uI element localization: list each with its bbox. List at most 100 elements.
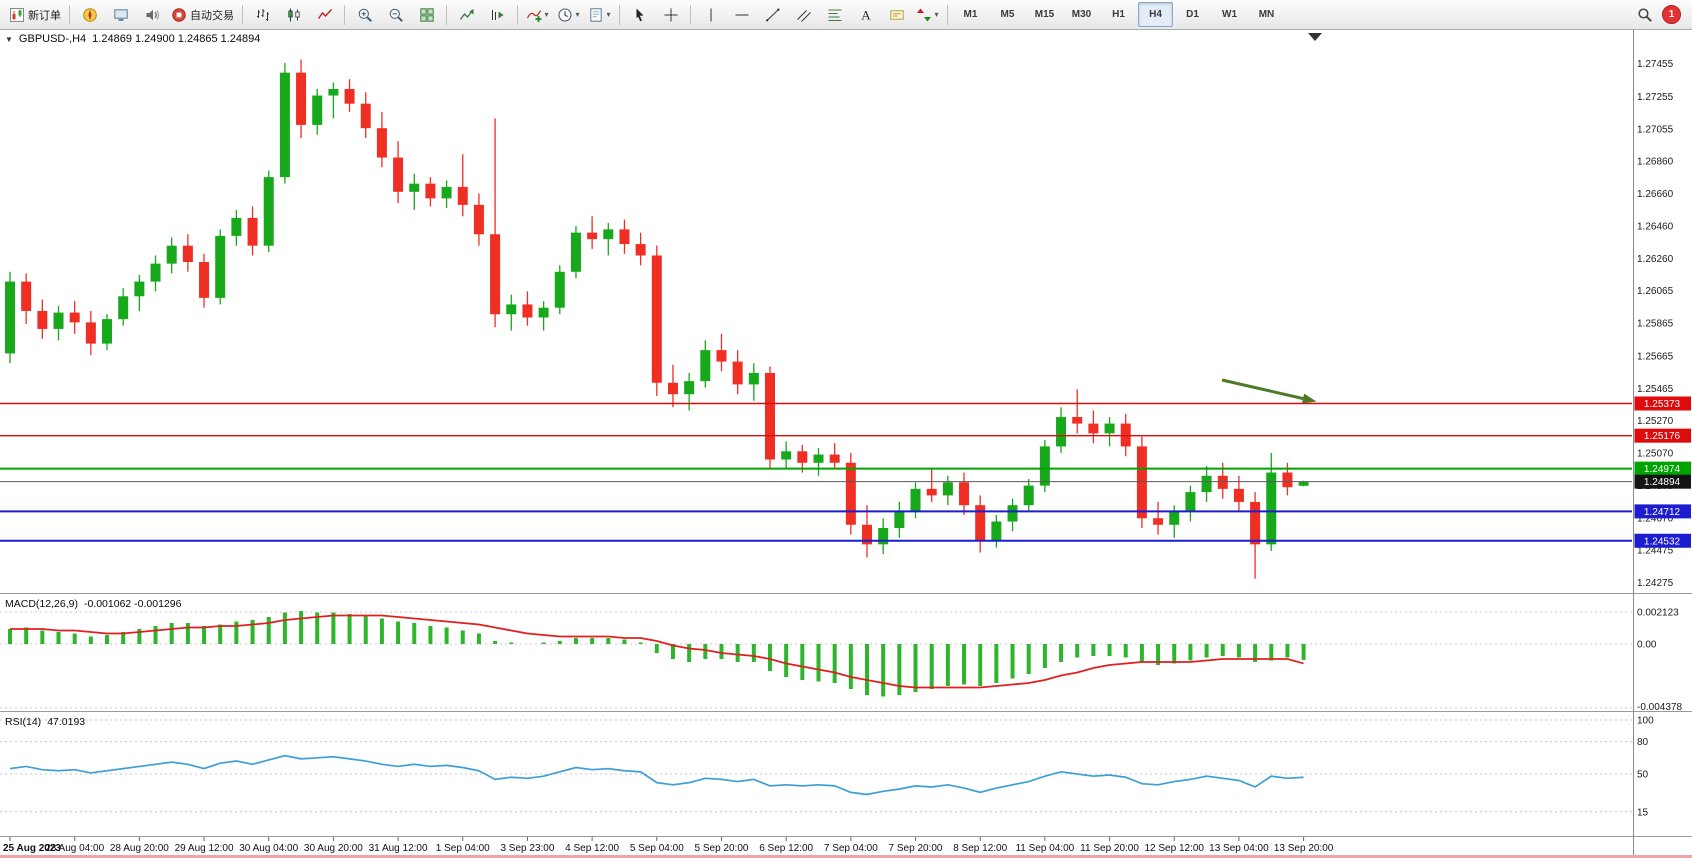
candle-body [603, 229, 614, 240]
chevron-down-icon: ▾ [606, 10, 611, 19]
chart-collapse-icon[interactable]: ▼ [5, 34, 13, 44]
terminal-button[interactable] [106, 2, 135, 27]
new-order-button[interactable]: 新订单 [6, 2, 64, 27]
price-line-badge[interactable] [1634, 461, 1692, 476]
price-line-badge-label: 1.24712 [1644, 507, 1681, 518]
arrows-button[interactable]: ▾ [913, 2, 942, 27]
candle-body [942, 482, 953, 496]
auto-scroll-button[interactable] [452, 2, 481, 27]
price-line-badge[interactable] [1634, 474, 1692, 489]
time-axis-label: 6 Sep 12:00 [759, 843, 813, 854]
candle-body [1153, 518, 1164, 525]
clock-icon [557, 7, 573, 23]
candle-body [538, 307, 549, 318]
candle-body [716, 350, 727, 362]
text-label-button[interactable] [882, 2, 911, 27]
candle-body [1169, 511, 1180, 525]
candle-body [700, 350, 711, 382]
timeframe-button-m15[interactable]: M15 [1034, 9, 1055, 20]
timeframe-button-w1[interactable]: W1 [1222, 9, 1237, 20]
zoom-out-button[interactable] [381, 2, 410, 27]
time-axis-label: 3 Sep 23:00 [500, 843, 554, 854]
price-axis-label: 1.26860 [1637, 156, 1674, 167]
candle-body [781, 451, 792, 460]
zoom-out-icon [388, 7, 404, 23]
notifications-badge[interactable]: 1 [1662, 5, 1681, 24]
zoom-in-button[interactable] [350, 2, 379, 27]
tile-windows-icon [419, 7, 435, 23]
price-line-badge[interactable] [1634, 533, 1692, 548]
trend-arrow-annotation[interactable] [1221, 378, 1306, 401]
price-line-badge[interactable] [1634, 504, 1692, 519]
toolbar-separator [69, 4, 70, 25]
candle-body [393, 157, 404, 192]
equidistant-channel-button[interactable] [789, 2, 818, 27]
candle-body [247, 217, 258, 246]
macd-info: MACD(12,26,9) -0.001062 -0.001296 [5, 598, 181, 610]
alerts-button[interactable] [137, 2, 166, 27]
ohlc-values: 1.24869 1.24900 1.24865 1.24894 [92, 33, 261, 45]
candles-icon [286, 7, 302, 23]
time-axis-label: 5 Sep 04:00 [630, 843, 684, 854]
price-line-badge-label: 1.24974 [1644, 464, 1681, 475]
time-axis-label: 5 Sep 20:00 [695, 843, 749, 854]
timeframe-button-h4[interactable]: H4 [1138, 2, 1173, 27]
fibonacci-button[interactable] [820, 2, 849, 27]
candlestick-chart-button[interactable] [279, 2, 308, 27]
line-chart-button[interactable] [310, 2, 339, 27]
price-axis-label: 1.24275 [1637, 578, 1674, 589]
timeframe-button-m5[interactable]: M5 [1000, 9, 1015, 20]
timeframe-button-mn[interactable]: MN [1258, 9, 1275, 20]
candle-body [279, 72, 290, 178]
navigator-button[interactable] [75, 2, 104, 27]
candle-body [263, 177, 274, 246]
time-axis-label: 12 Sep 12:00 [1144, 843, 1204, 854]
candle-body [5, 281, 15, 354]
candle-body [37, 310, 48, 329]
templates-button[interactable]: ▾ [585, 2, 614, 27]
window-bottom-edge [0, 855, 1692, 858]
price-axis-label: 1.25865 [1637, 319, 1674, 330]
timeframe-button-h1[interactable]: H1 [1112, 9, 1125, 20]
tile-windows-button[interactable] [412, 2, 441, 27]
candle-body [1233, 488, 1244, 502]
timeframe-button-d1[interactable]: D1 [1186, 9, 1199, 20]
time-axis-label: 30 Aug 20:00 [304, 843, 363, 854]
timeframe-button-m1[interactable]: M1 [963, 9, 978, 20]
price-axis-label: 1.25665 [1637, 351, 1674, 362]
candle-body [1007, 505, 1018, 522]
time-axis-label: 7 Sep 20:00 [889, 843, 943, 854]
search-button[interactable] [1630, 2, 1659, 27]
price-axis-label: 1.26260 [1637, 254, 1674, 265]
time-axis-label: 11 Sep 04:00 [1015, 843, 1074, 854]
trend-arrow-head[interactable] [1301, 393, 1317, 404]
autotrading-button[interactable]: 自动交易 [168, 2, 237, 27]
bars-icon [255, 7, 271, 23]
chart-shift-marker[interactable] [1308, 33, 1322, 41]
price-line-badge[interactable] [1634, 428, 1692, 443]
candle-body [926, 488, 937, 496]
time-axis-label: 1 Sep 04:00 [436, 843, 490, 854]
horizontal-line-button[interactable] [727, 2, 756, 27]
price-axis-label: 1.25465 [1637, 384, 1674, 395]
text-button[interactable]: A [851, 2, 880, 27]
crosshair-button[interactable] [656, 2, 685, 27]
chart-shift-button[interactable] [483, 2, 512, 27]
price-line-badge[interactable] [1634, 396, 1692, 411]
candle-body [1250, 501, 1261, 545]
periods-button[interactable]: ▾ [554, 2, 583, 27]
cursor-button[interactable] [625, 2, 654, 27]
symbol-title: GBPUSD-,H4 [18, 33, 87, 45]
trendline-button[interactable] [758, 2, 787, 27]
time-axis-label: 13 Sep 04:00 [1209, 843, 1269, 854]
bar-chart-button[interactable] [248, 2, 277, 27]
timeframe-button-m30[interactable]: M30 [1071, 9, 1092, 20]
price-axis-label: 1.26065 [1637, 286, 1674, 297]
compass-icon [82, 7, 98, 23]
candle-body [975, 505, 986, 542]
vertical-line-button[interactable] [696, 2, 725, 27]
candle-body [1298, 481, 1309, 486]
indicators-button[interactable]: ▾ [523, 2, 552, 27]
candle-body [231, 217, 242, 236]
